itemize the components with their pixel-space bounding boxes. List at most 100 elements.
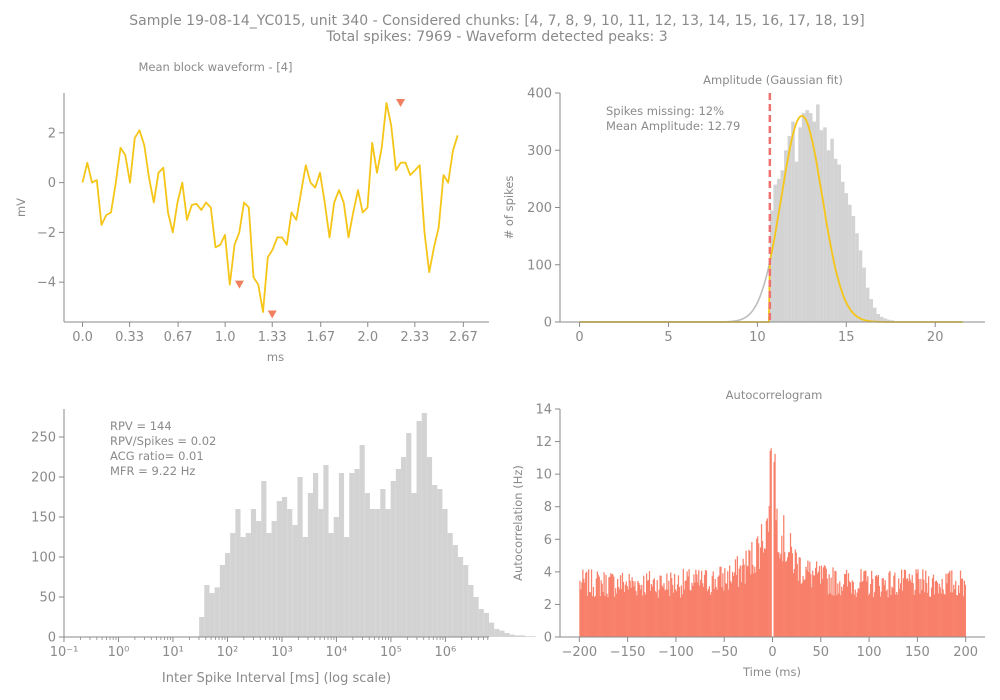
acg-bar: [915, 569, 917, 637]
acg-bar: [591, 596, 594, 637]
acg-bar: [600, 580, 602, 637]
acg-bar: [671, 577, 673, 637]
acg-bar: [630, 587, 632, 637]
acg-bar: [686, 571, 688, 637]
acg-bar: [679, 597, 682, 637]
isi-bar: [240, 537, 246, 637]
acg-bar: [928, 596, 931, 637]
isi-x-tick-label: 10¹: [162, 645, 184, 660]
acg-bar: [759, 547, 762, 637]
waveform-x-tick-label: 0.0: [72, 330, 93, 345]
acg-bar: [912, 583, 914, 637]
acg-bar: [844, 574, 847, 637]
isi-bar: [364, 493, 370, 637]
acg-bar: [708, 586, 711, 637]
acg-bar: [862, 580, 864, 637]
amplitude-bar: [823, 127, 827, 322]
acg-bar: [719, 566, 721, 637]
acg-bar: [887, 597, 889, 637]
acg-bar: [733, 572, 736, 637]
isi-bar: [406, 433, 412, 637]
acg-bar: [766, 518, 768, 637]
acg-bar: [895, 594, 897, 637]
isi-bar: [375, 509, 381, 637]
acg-bar: [904, 570, 907, 637]
acg-bar: [885, 591, 887, 637]
isi-bar: [395, 469, 402, 637]
acg-bar: [853, 594, 855, 637]
acg-bar: [886, 589, 888, 637]
acg-ylabel: Autocorrelation (Hz): [511, 465, 525, 581]
amplitude-annotation: Spikes missing: 12%: [606, 104, 724, 118]
acg-bar: [627, 589, 629, 637]
acg-bar: [956, 595, 958, 637]
acg-bar: [788, 552, 791, 637]
waveform-x-tick-label: 1.33: [258, 330, 287, 345]
acg-bar: [755, 572, 757, 637]
acg-bar: [656, 580, 658, 637]
isi-bar: [349, 473, 355, 637]
acg-bar: [747, 566, 749, 637]
acg-bar: [935, 580, 938, 637]
isi-bar: [199, 617, 205, 637]
acg-bar: [811, 587, 813, 637]
isi-bar: [338, 473, 345, 637]
acg-bar: [958, 593, 961, 637]
waveform-ylabel: mV: [14, 198, 28, 217]
isi-x-tick-label: 10⁶: [435, 645, 457, 660]
isi-bar: [514, 635, 521, 637]
acg-bar: [769, 450, 771, 637]
acg-bar: [924, 592, 926, 637]
acg-bar: [921, 590, 923, 637]
isi-bar: [307, 493, 314, 637]
acg-bar: [902, 578, 905, 637]
acg-bar: [680, 585, 683, 637]
amplitude-bar: [848, 204, 852, 322]
acg-bar: [666, 573, 668, 637]
isi-xlabel: Inter Spike Interval [ms] (log scale): [162, 671, 391, 686]
acg-bar: [856, 592, 858, 637]
acg-bar: [804, 579, 806, 637]
acg-bar: [807, 560, 809, 637]
acg-bar: [704, 570, 707, 637]
amplitude-bar: [798, 127, 802, 322]
acg-bar: [745, 550, 747, 637]
acg-bar: [675, 591, 678, 637]
isi-bar: [245, 533, 251, 637]
isi-bar: [520, 635, 526, 637]
acg-bar: [880, 591, 882, 637]
waveform-x-tick-label: 2.67: [449, 330, 478, 345]
amplitude-bar: [876, 313, 881, 322]
acg-bar: [795, 552, 797, 637]
acg-bar: [583, 578, 585, 637]
amplitude-bar: [837, 164, 841, 322]
acg-bar: [876, 576, 879, 637]
acg-x-tick-label: −50: [710, 645, 737, 660]
acg-bar: [707, 589, 710, 637]
acg-bar: [732, 575, 735, 637]
acg-bar: [827, 594, 829, 637]
isi-x-tick-label: 10⁰: [108, 645, 130, 660]
acg-bar: [744, 583, 746, 637]
acg-bar: [615, 588, 617, 637]
acg-bar: [936, 582, 938, 637]
acg-bar: [700, 579, 702, 637]
acg-bar: [946, 583, 948, 637]
acg-bar: [962, 596, 965, 637]
acg-bar: [713, 588, 715, 637]
acg-bar: [927, 592, 929, 637]
acg-bar: [776, 508, 778, 637]
acg-bar: [864, 570, 866, 637]
acg-bar: [714, 578, 716, 637]
isi-bar: [390, 481, 396, 637]
amplitude-bar: [862, 267, 866, 322]
isi-bar: [411, 493, 417, 637]
acg-bar: [699, 585, 701, 637]
acg-bar: [697, 582, 699, 637]
acg-bar: [678, 587, 681, 637]
acg-bar: [875, 575, 878, 637]
acg-bar: [604, 595, 606, 637]
acg-bar: [760, 524, 763, 637]
acg-bar: [727, 571, 729, 637]
isi-bar: [281, 497, 288, 637]
